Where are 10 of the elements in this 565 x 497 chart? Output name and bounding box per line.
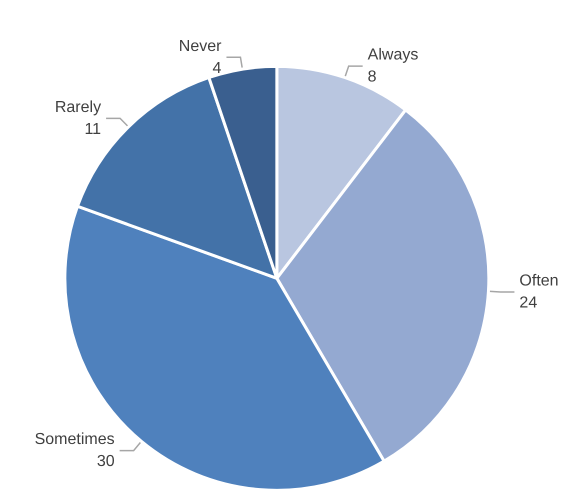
- slice-label: Never: [178, 38, 222, 55]
- slice-label: Always: [368, 46, 418, 64]
- slice-label: Rarely: [54, 98, 102, 116]
- data-label: 8: [368, 68, 377, 86]
- slice-label: Often: [519, 272, 559, 290]
- data-label: 24: [519, 294, 538, 312]
- data-label: 11: [84, 120, 102, 138]
- data-label: 30: [96, 453, 115, 470]
- slice-label: Sometimes: [34, 431, 115, 448]
- data-label: 4: [212, 60, 222, 77]
